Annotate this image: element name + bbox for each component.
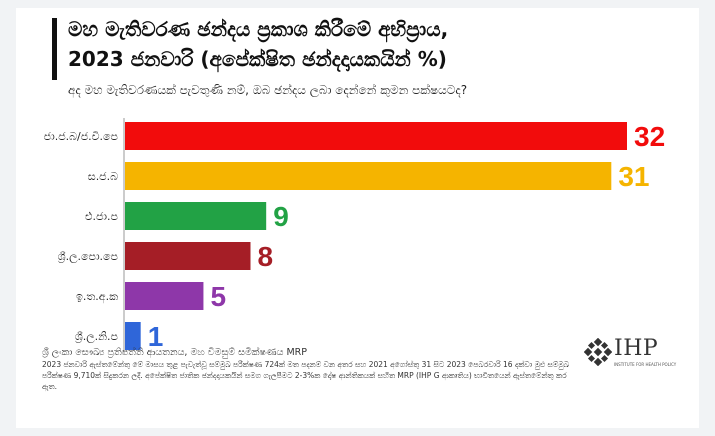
source-text: ශ්‍රී ලංකා සෞඛ්‍ය ප්‍රතිපත්ති ආයතනය, මහ … [42,347,307,358]
chart-title: මහ මැතිවරණ ඡන්දය ප්‍රකාශ කිරීමේ අභිප්‍රා… [68,14,668,74]
bar [125,162,612,190]
category-label: ශ්‍රී.ල.පො.පෙ [58,250,118,264]
logo-text: IHP [614,336,659,361]
bar [125,202,267,230]
bar [125,282,204,310]
title-accent-bar [52,18,57,80]
logo-subtext: INSTITUTE FOR HEALTH POLICY [614,362,677,367]
bar [125,242,251,270]
category-label: ඉ.ත.අ.ක [76,290,118,304]
value-label: 9 [273,201,289,232]
value-label: 8 [258,241,274,272]
value-label: 32 [634,121,665,152]
chart-subtitle: අද මහ මැතිවරණයක් පැවතුණි නම්, ඔබ ඡන්දය ල… [68,83,468,97]
value-label: 1 [148,321,164,352]
category-label: ජා.ජ.බ/ජ.වි.පෙ [44,130,118,143]
category-label: ශ්‍රී.ල.නි.ප [75,330,118,344]
note-line-1: 2023 ජනවාරි ඇස්තමේන්තු මේ මාසය තුළ පැවැත… [42,360,570,369]
chart-footer: ශ්‍රී ලංකා සෞඛ්‍ය ප්‍රතිපත්ති ආයතනය, මහ … [42,346,572,392]
note-line-2: පරීක්ෂණ 9,710ක් සිදුකරන ලදී. අපේක්ෂිත ජා… [42,371,567,391]
bar [125,122,627,150]
value-label: 31 [618,161,649,192]
bar [125,322,141,350]
ihp-logo: IHP INSTITUTE FOR HEALTH POLICY [584,334,694,374]
chart-title-line-1: මහ මැතිවරණ ඡන්දය ප්‍රකාශ කිරීමේ අභිප්‍රා… [68,17,449,41]
category-label: ස.ජ.බ [88,170,118,183]
ihp-emblem-icon [584,338,612,366]
category-label: එ.ජා.ප [85,210,118,223]
chart-title-line-2: 2023 ජනවාරි (අපේක්ෂිත ඡන්දදායකයින් %) [68,47,447,71]
value-label: 5 [210,281,226,312]
